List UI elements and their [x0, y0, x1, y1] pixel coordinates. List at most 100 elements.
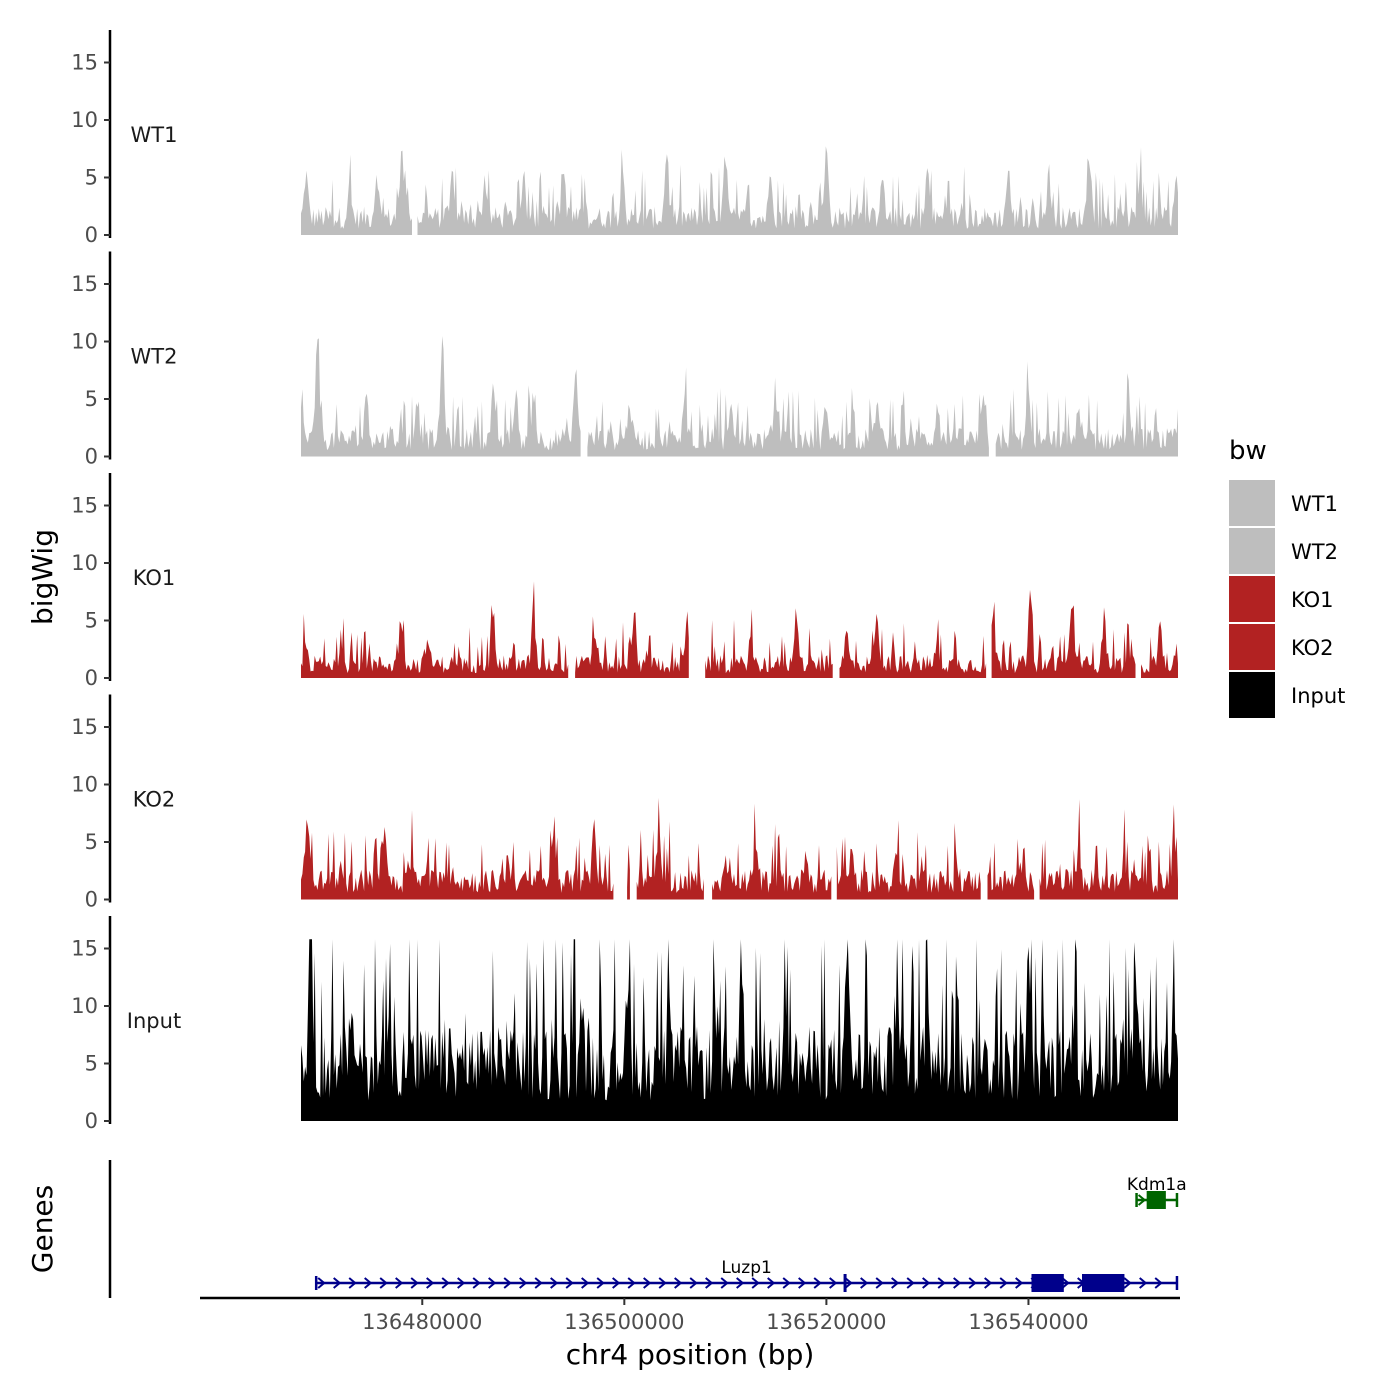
strand-arrow-luzp1 [596, 1277, 605, 1289]
strand-arrow-luzp1 [612, 1277, 621, 1289]
y-tick-label-ko1-0: 0 [85, 666, 98, 690]
strand-arrow-luzp1 [953, 1277, 962, 1289]
gene-luzp1: Luzp1 [314, 1258, 1179, 1292]
strand-arrow-luzp1 [1123, 1277, 1132, 1289]
y-tick-label-input-5: 5 [85, 1052, 98, 1076]
strand-arrow-luzp1 [829, 1277, 838, 1289]
gene-kdm1a: Kdm1a [1127, 1175, 1187, 1209]
strand-arrow-luzp1 [906, 1277, 915, 1289]
exon-luzp1-3 [1082, 1274, 1125, 1292]
coverage-tracks: 0 5 10 15 WT1 0 5 10 15 WT2 0 5 10 15 KO1 0 5 10 15 KO2 0 5 10… [71, 30, 1178, 1133]
y-tick-label-wt1-5: 5 [85, 166, 98, 190]
legend: bw WT1 WT2 KO1 KO2 Input [1229, 436, 1345, 718]
strand-arrow-luzp1 [705, 1277, 714, 1289]
strand-arrow-luzp1 [565, 1277, 574, 1289]
legend-key-input [1229, 672, 1275, 718]
y-tick-label-input-10: 10 [71, 994, 98, 1018]
legend-label-ko1: KO1 [1291, 588, 1334, 612]
strand-arrow-luzp1 [348, 1277, 357, 1289]
y-tick-label-wt2-10: 10 [71, 330, 98, 354]
coverage-area-wt1 [301, 146, 1178, 235]
strand-arrow-luzp1 [720, 1277, 729, 1289]
coverage-area-wt2 [301, 336, 1178, 457]
strand-arrow-luzp1 [426, 1277, 435, 1289]
y-tick-label-wt1-10: 10 [71, 108, 98, 132]
strand-arrow-luzp1 [317, 1277, 326, 1289]
strand-arrow-luzp1 [658, 1277, 667, 1289]
strand-arrow-luzp1 [984, 1277, 993, 1289]
x-tick-label-2: 136520000 [766, 1310, 886, 1334]
strand-arrow-luzp1 [627, 1277, 636, 1289]
exon-kdm1a-1 [1146, 1191, 1166, 1209]
strand-arrow-luzp1 [441, 1277, 450, 1289]
x-tick-label-0: 136480000 [362, 1310, 482, 1334]
legend-key-wt1 [1229, 480, 1275, 526]
legend-label-wt2: WT2 [1291, 540, 1338, 564]
legend-key-ko2 [1229, 624, 1275, 670]
strand-arrow-luzp1 [736, 1277, 745, 1289]
panel-ko2: 0 5 10 15 KO2 [71, 694, 1178, 912]
panel-input: 0 5 10 15 Input [71, 916, 1178, 1133]
y-tick-label-wt1-0: 0 [85, 223, 98, 247]
y-tick-label-wt1-15: 15 [71, 51, 98, 75]
strand-arrow-luzp1 [550, 1277, 559, 1289]
strand-arrow-luzp1 [999, 1277, 1008, 1289]
strand-arrow-luzp1 [1015, 1277, 1024, 1289]
y-tick-label-ko1-5: 5 [85, 609, 98, 633]
panel-wt2: 0 5 10 15 WT2 [71, 251, 1178, 469]
y-tick-label-ko2-10: 10 [71, 773, 98, 797]
strand-arrow-luzp1 [922, 1277, 931, 1289]
x-axis-title: chr4 position (bp) [566, 1338, 815, 1371]
track-label-input: Input [127, 1009, 181, 1033]
strand-arrow-luzp1 [643, 1277, 652, 1289]
strand-arrow-luzp1 [364, 1277, 373, 1289]
strand-arrow-luzp1 [457, 1277, 466, 1289]
y-tick-label-ko2-0: 0 [85, 888, 98, 912]
y-tick-label-wt2-15: 15 [71, 272, 98, 296]
track-label-ko1: KO1 [133, 566, 176, 590]
strand-arrow-luzp1 [813, 1277, 822, 1289]
strand-arrow-luzp1 [875, 1277, 884, 1289]
y-tick-label-ko2-5: 5 [85, 830, 98, 854]
strand-arrow-luzp1 [534, 1277, 543, 1289]
strand-arrow-luzp1 [891, 1277, 900, 1289]
x-axis: 136480000 136500000 136520000 136540000 [200, 1296, 1180, 1334]
legend-label-wt1: WT1 [1291, 492, 1338, 516]
coverage-area-ko1 [301, 581, 1178, 678]
y-tick-label-wt2-0: 0 [85, 445, 98, 469]
strand-arrow-kdm1a [1137, 1194, 1147, 1206]
strand-arrow-luzp1 [968, 1277, 977, 1289]
strand-arrow-luzp1 [782, 1277, 791, 1289]
x-tick-label-1: 136500000 [564, 1310, 684, 1334]
strand-arrow-luzp1 [674, 1277, 683, 1289]
x-tick-label-3: 136540000 [968, 1310, 1088, 1334]
track-label-ko2: KO2 [133, 788, 176, 812]
panel-wt1: 0 5 10 15 WT1 [71, 30, 1178, 247]
strand-arrow-luzp1 [937, 1277, 946, 1289]
strand-arrow-luzp1 [395, 1277, 404, 1289]
strand-arrow-luzp1 [503, 1277, 512, 1289]
y-tick-label-input-0: 0 [85, 1109, 98, 1133]
legend-label-ko2: KO2 [1291, 636, 1334, 660]
strand-arrow-luzp1 [767, 1277, 776, 1289]
gene-label-luzp1: Luzp1 [721, 1258, 771, 1278]
strand-arrow-luzp1 [1154, 1277, 1163, 1289]
legend-key-wt2 [1229, 528, 1275, 574]
strand-arrow-luzp1 [860, 1277, 869, 1289]
legend-title: bw [1229, 436, 1267, 466]
gene-label-kdm1a: Kdm1a [1127, 1175, 1187, 1195]
strand-arrow-luzp1 [689, 1277, 698, 1289]
strand-arrow-luzp1 [488, 1277, 497, 1289]
strand-arrow-luzp1 [379, 1277, 388, 1289]
exon-luzp1-1 [843, 1274, 847, 1292]
exon-luzp1-2 [1031, 1274, 1064, 1292]
y-tick-label-input-15: 15 [71, 937, 98, 961]
coverage-area-ko2 [301, 797, 1178, 900]
strand-arrow-luzp1 [844, 1277, 853, 1289]
strand-arrow-luzp1 [472, 1277, 481, 1289]
strand-arrow-luzp1 [333, 1277, 342, 1289]
legend-label-input: Input [1291, 684, 1345, 708]
y-tick-label-ko1-10: 10 [71, 551, 98, 575]
strand-arrow-luzp1 [581, 1277, 590, 1289]
